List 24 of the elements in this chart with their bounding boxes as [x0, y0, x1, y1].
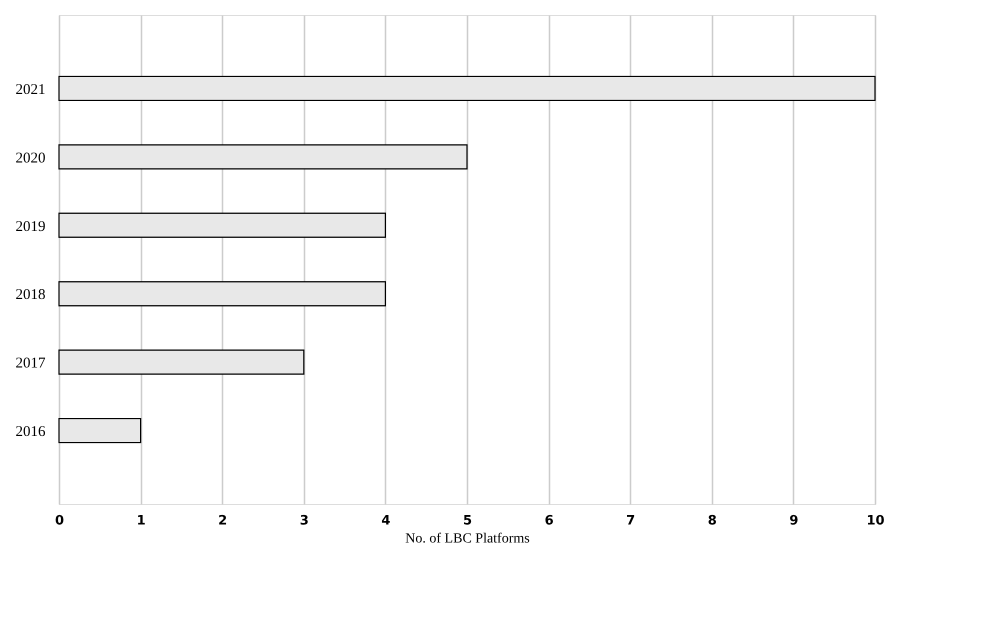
x-tick-label: 10 [866, 514, 885, 528]
x-tick-label: 9 [789, 514, 798, 528]
y-tick-label: 2019 [16, 218, 46, 235]
y-tick-label: 2020 [16, 150, 46, 166]
bar [58, 144, 468, 170]
y-tick-label: 2021 [16, 82, 46, 98]
x-tick-label: 1 [136, 514, 146, 528]
bar [58, 76, 876, 102]
x-tick-label: 7 [626, 514, 636, 528]
x-tick-label: 0 [54, 514, 64, 528]
x-tick-label: 2 [218, 514, 228, 528]
bar [58, 418, 142, 444]
y-tick-label: 2018 [16, 287, 46, 304]
bar [58, 281, 386, 306]
x-tick-label: 3 [300, 514, 309, 528]
x-tick-label: 5 [462, 514, 472, 528]
x-tick-label: 4 [381, 514, 390, 528]
bar [58, 350, 304, 375]
y-tick-label: 2016 [16, 424, 46, 440]
x-tick-label: 6 [544, 514, 554, 528]
x-axis-title: No. of LBC Platforms [405, 532, 530, 546]
y-tick-label: 2017 [16, 356, 46, 372]
x-tick-label: 8 [708, 514, 717, 528]
bar [58, 212, 386, 238]
